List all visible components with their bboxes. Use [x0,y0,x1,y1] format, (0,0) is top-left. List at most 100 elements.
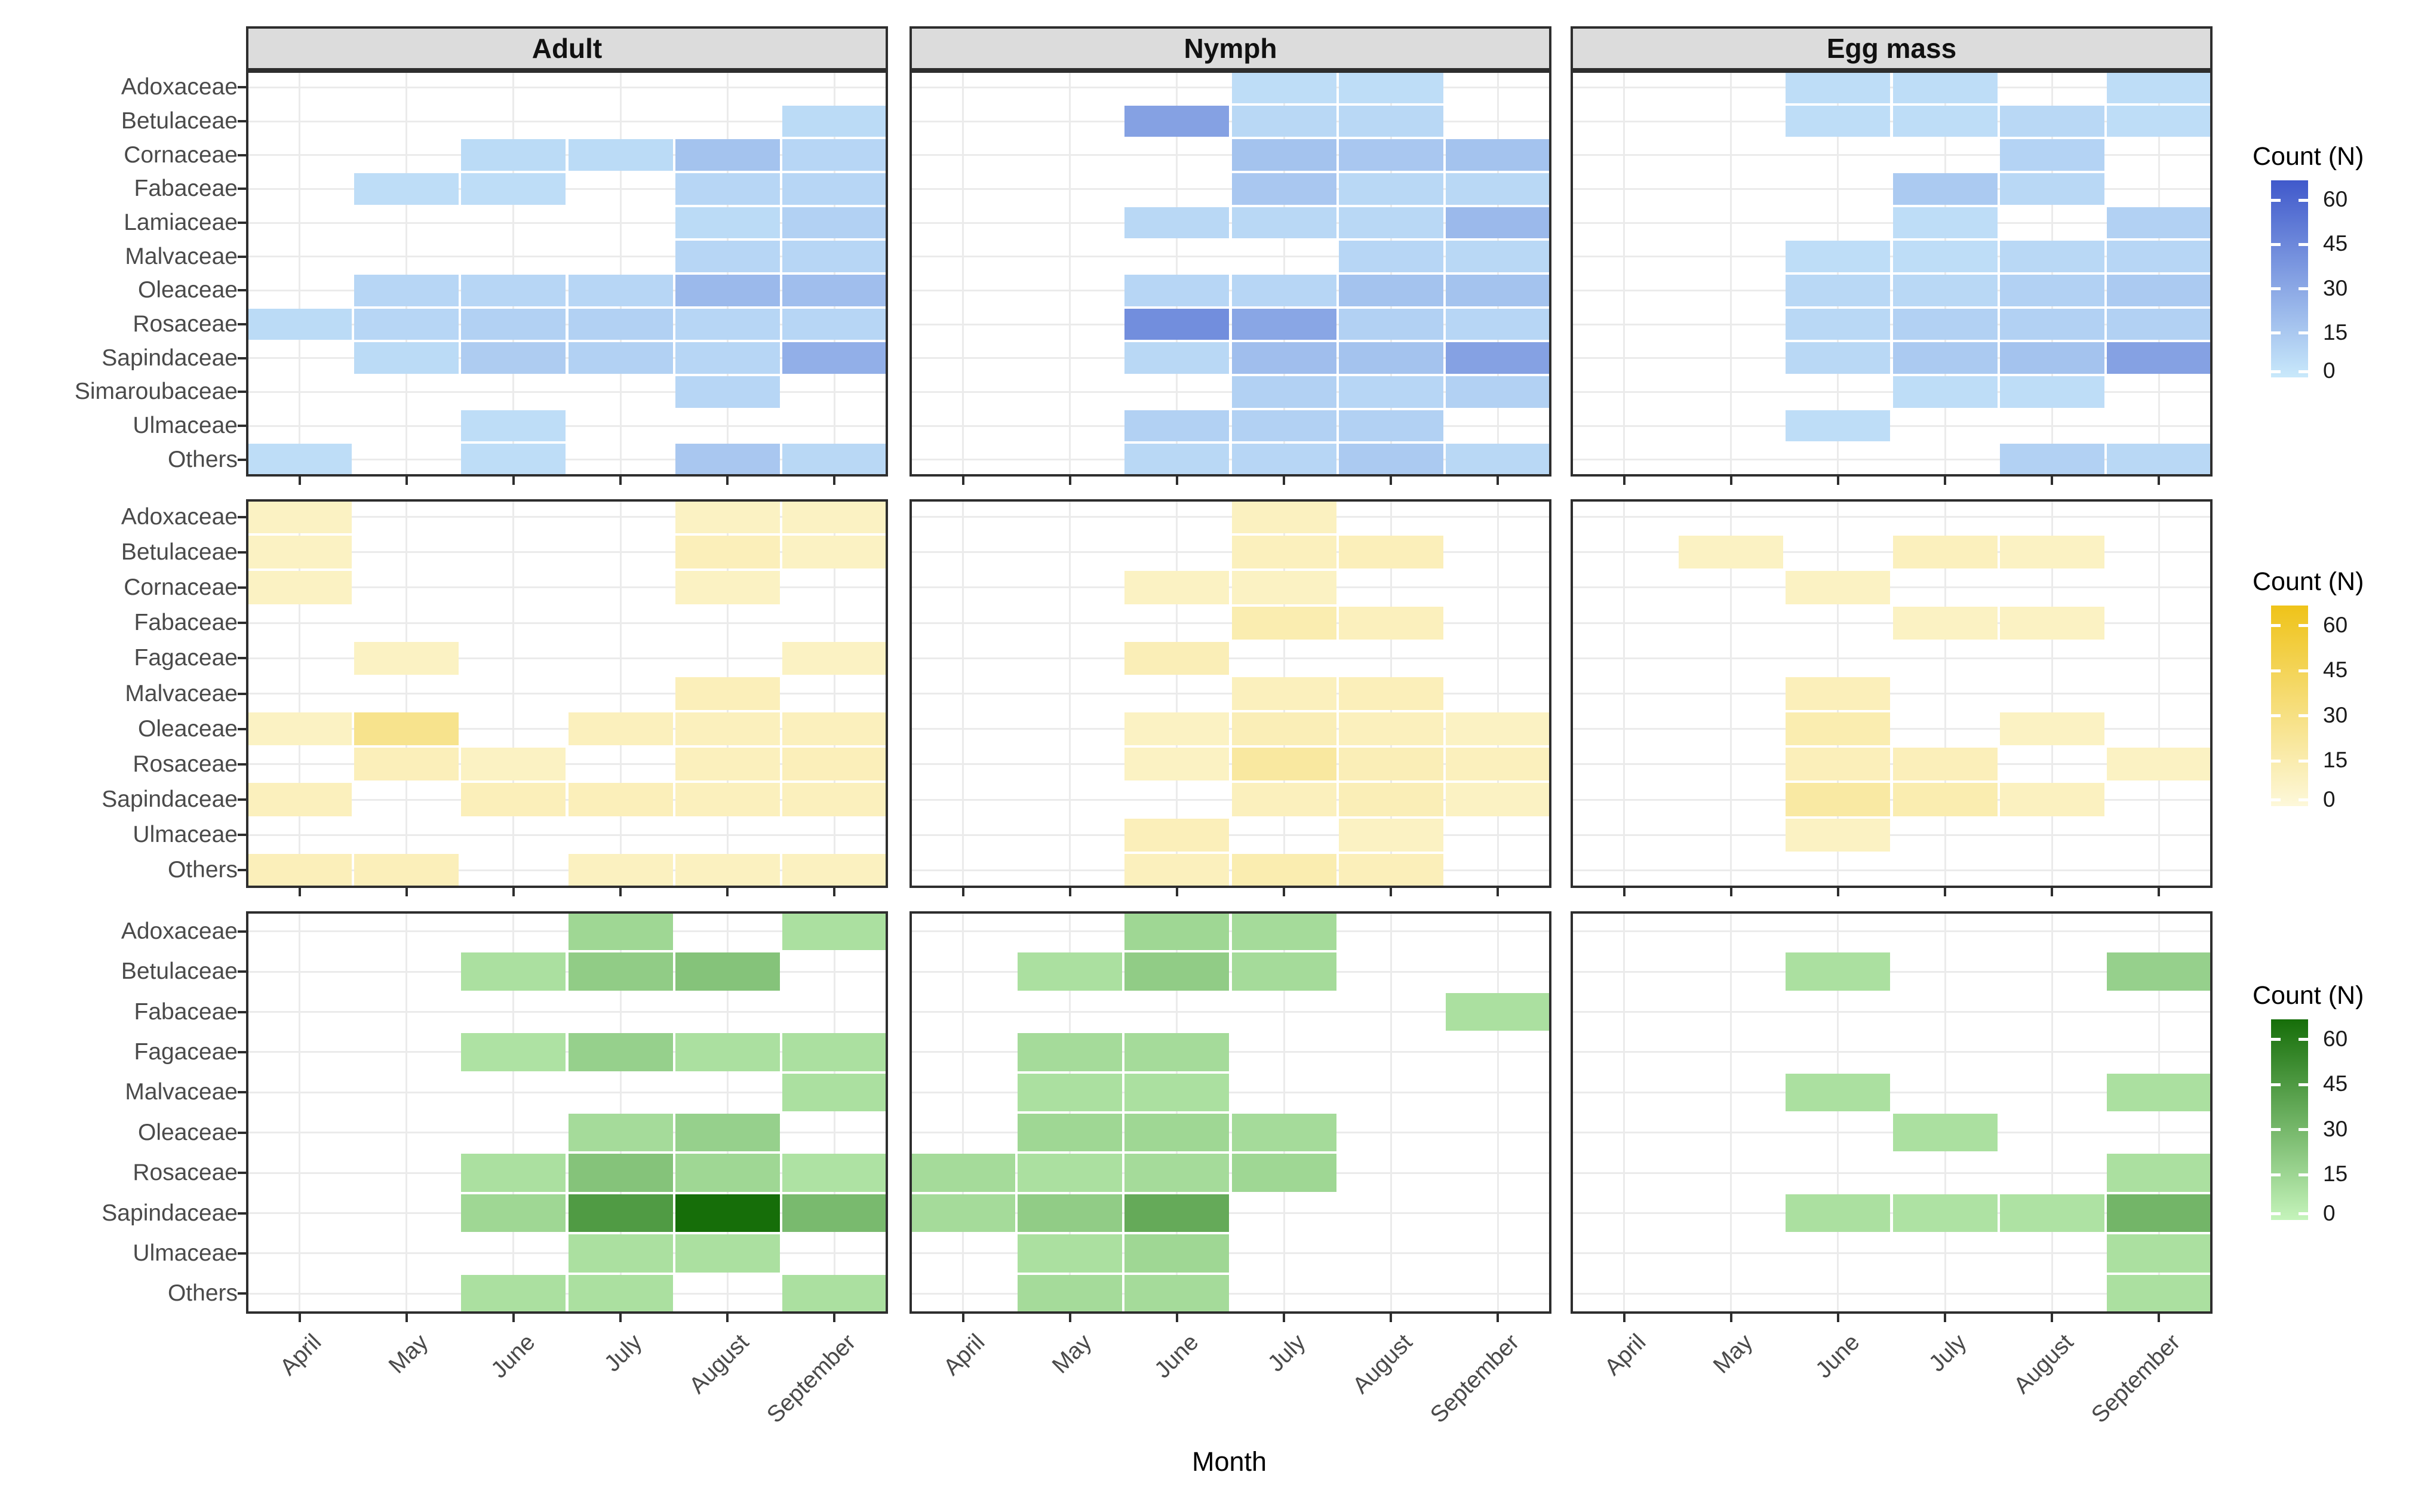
legend-tick-label: 15 [2323,748,2348,773]
y-axis-tick [238,970,246,973]
heatmap-cell [675,783,780,816]
heatmap-cell [1999,342,2104,374]
y-axis-tick [238,1212,246,1215]
heatmap-cell [1999,783,2104,816]
x-axis-tick [1623,1314,1626,1322]
heatmap-cell [1445,748,1550,781]
heatmap-cell [1124,105,1230,137]
y-axis-tick [238,425,246,427]
panel-gridline-v [1623,499,1626,888]
heatmap-cell [1231,606,1336,640]
panel-gridline-v [619,911,622,1314]
heatmap-cell [1124,912,1230,951]
heatmap-cell [1124,853,1230,887]
heatmap-cell [1892,1194,1998,1233]
y-axis-tick [238,869,246,872]
heatmap-cell [1124,952,1230,991]
panel-gridline-h [909,763,1551,766]
panel-gridline-h [1571,693,2213,694]
facet-panel [909,911,1551,1314]
heatmap-cell [782,783,887,816]
panel-gridline-h [246,188,888,190]
panel-gridline-v [1730,911,1732,1314]
y-axis-label: Oleaceae [138,715,238,742]
heatmap-cell [1338,241,1443,272]
legend-tick-mark [2271,759,2281,763]
panel-gridline-h [246,970,888,973]
panel-gridline-h [909,834,1551,836]
legend-tick-mark [2299,798,2308,802]
y-axis-tick [238,622,246,625]
heatmap-cell [1999,1194,2104,1233]
heatmap-cell [1338,342,1443,374]
heatmap-cell [675,376,780,408]
heatmap-cell [675,952,780,991]
x-axis-tick [512,477,515,485]
panel-gridline-v [1069,499,1071,888]
heatmap-cell [675,444,780,475]
legend-tick-mark [2271,1173,2281,1176]
heatmap-cell [675,1033,780,1071]
heatmap-cell [247,444,352,475]
heatmap-cell [1124,1033,1230,1071]
heatmap-cell [675,173,780,205]
heatmap-cell [2106,444,2211,475]
heatmap-cell [1231,444,1336,475]
heatmap-cell [1786,308,1891,340]
panel-gridline-h [909,930,1551,933]
heatmap-cell [675,1154,780,1192]
legend-tick-mark [2299,1038,2308,1041]
x-axis-tick [1497,1314,1500,1322]
x-axis-title: Month [1191,1446,1267,1477]
x-axis-tick [298,1314,301,1322]
y-axis-label: Malvaceae [125,243,238,269]
panel-gridline-v [1837,911,1839,1314]
heatmap-cell [1124,1154,1230,1192]
heatmap-cell [1786,410,1891,442]
panel-gridline-h [1571,622,2213,624]
heatmap-cell [1892,783,1998,816]
legend-tick-mark [2271,1083,2281,1086]
heatmap-cell [1338,748,1443,781]
legend-tick-label: 30 [2323,275,2348,300]
x-axis-tick [405,477,408,485]
heatmap-cell [1445,992,1550,1031]
panel-gridline-h [909,357,1551,359]
heatmap-cell [1999,606,2104,640]
heatmap-cell [1231,912,1336,951]
panel-gridline-h [1571,1091,2213,1093]
heatmap-cell [2106,72,2211,103]
heatmap-cell [675,677,780,711]
panel-gridline-h [909,256,1551,258]
panel-gridline-h [909,1132,1551,1134]
panel-gridline-v [1730,499,1732,888]
panel-gridline-h [1571,586,2213,589]
heatmap-cell [461,1154,566,1192]
panel-gridline-v [962,911,964,1314]
panel-gridline-v [1837,70,1839,477]
heatmap-cell [568,275,673,306]
panel-gridline-h [909,657,1551,659]
x-axis-tick [2158,477,2161,485]
x-axis-tick [1068,888,1071,896]
panel-gridline-v [726,70,729,477]
panel-gridline-h [246,586,888,589]
panel-gridline-h [246,763,888,766]
heatmap-cell [1892,241,1998,272]
legend-title: Count (N) [2253,142,2364,171]
heatmap-cell [782,173,887,205]
panel-gridline-v [1944,499,1946,888]
heatmap-cell [568,1274,673,1313]
heatmap-cell [1338,105,1443,137]
y-axis-label: Oleaceae [138,1119,238,1145]
heatmap-cell [1231,207,1336,239]
panel-gridline-v [405,911,408,1314]
heatmap-cell [1445,139,1550,171]
panel-gridline-h [246,1292,888,1295]
y-axis-label: Adoxaceae [121,503,238,530]
panel-gridline-h [909,120,1551,122]
heatmap-cell [568,1114,673,1152]
y-axis-label: Fagaceae [134,1038,238,1065]
heatmap-cell [1786,952,1891,991]
heatmap-cell [782,500,887,534]
